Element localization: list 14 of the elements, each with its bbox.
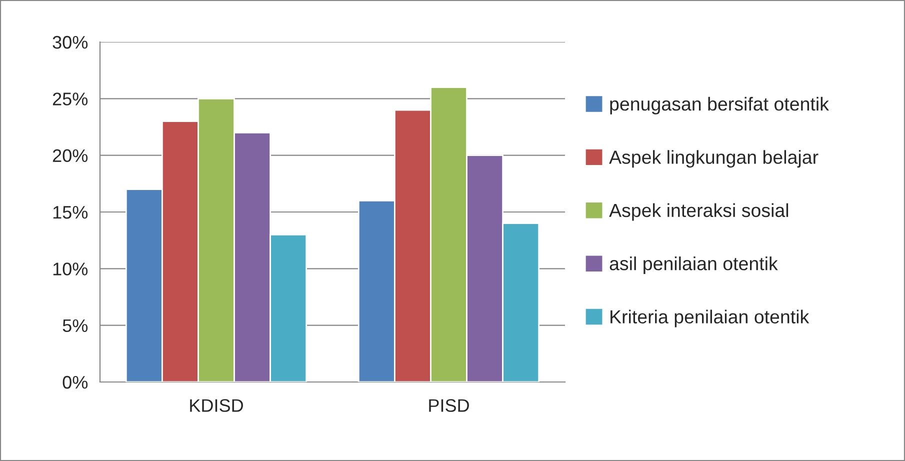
y-tick-label: 15% [53,206,88,219]
y-tick-label: 30% [52,36,88,49]
legend-label: Kriteria penilaian otentik [610,310,810,328]
y-tick-label: 0% [62,376,88,389]
y-tick-label: 10% [53,262,88,276]
x-tick-label: KDISD [190,399,243,412]
x-tick-label: PISD [429,399,469,412]
legend-label: Aspek lingkungan belajar [609,150,818,168]
y-tick-label: 25% [52,92,88,106]
legend-label: asil penilaian otentik [610,256,778,274]
legend-label: Aspek interaksi sosial [609,203,788,221]
legend-label: penugasan bersifat otentik [610,96,829,114]
y-tick-label: 5% [62,319,88,332]
y-tick-label: 20% [52,149,88,162]
